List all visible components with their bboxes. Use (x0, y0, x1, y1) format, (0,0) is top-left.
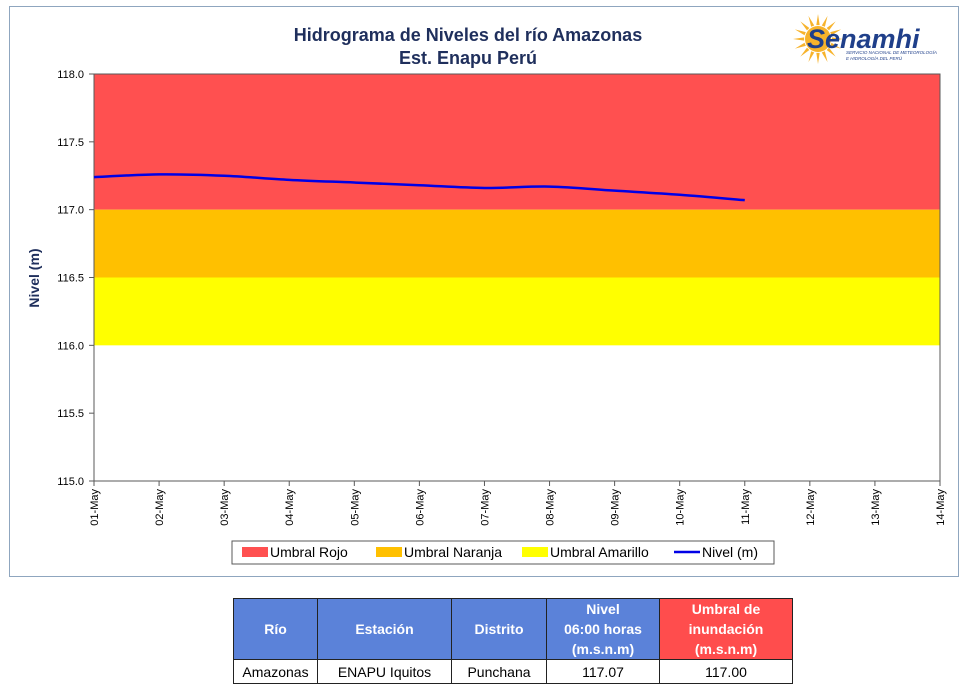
header-nivel: Nivel 06:00 horas (m.s.n.m) (546, 598, 660, 660)
y-tick-label: 115.0 (57, 476, 84, 488)
sun-logo-icon (793, 14, 843, 64)
y-tick-label: 116.0 (57, 340, 84, 352)
x-axis: 01-May 02-May 03-May 04-May 05-May 06-May 07-M… (89, 481, 947, 526)
threshold-bands (94, 74, 940, 346)
logo-subtitle-2: E HIDROLOGÍA DEL PERÚ (846, 55, 903, 61)
chart-svg: Hidrograma de Niveles del río Amazonas E… (26, 14, 947, 565)
cell-rio: Amazonas (233, 659, 318, 684)
header-distrito: Distrito (451, 598, 547, 660)
logo-name: Senamhi (807, 24, 920, 54)
x-tick-label: 09-May (610, 489, 622, 526)
x-tick-label: 08-May (545, 489, 557, 526)
sun-ray (821, 15, 828, 27)
band-1 (94, 209, 940, 278)
chart-frame: Hidrograma de Niveles del río Amazonas E… (9, 6, 959, 577)
legend-swatch (242, 547, 268, 557)
sun-ray (816, 14, 820, 26)
sun-ray (830, 42, 842, 49)
legend-swatch (376, 547, 402, 557)
sun-ray (816, 52, 820, 64)
x-tick-label: 04-May (284, 489, 296, 526)
sun-ray (800, 47, 810, 57)
x-tick-label: 10-May (675, 489, 687, 526)
y-tick-label: 117.0 (57, 205, 84, 217)
sun-ray (830, 29, 842, 36)
sun-ray (808, 15, 815, 27)
x-tick-label: 02-May (154, 489, 166, 526)
y-axis: 115.0 115.5 116.0 116.5 117.0 117.5 118.0 (57, 69, 94, 488)
chart-subtitle: Est. Enapu Perú (399, 48, 537, 68)
table-row: Amazonas ENAPU Iquitos Punchana 117.07 1… (233, 659, 793, 684)
sun-ray (826, 47, 836, 57)
y-tick-label: 118.0 (57, 69, 84, 81)
y-axis-label: Nivel (m) (26, 248, 42, 307)
cell-nivel: 117.07 (546, 659, 660, 684)
senamhi-logo: Senamhi SERVICIO NACIONAL DE METEOROLOGÍ… (793, 14, 937, 64)
sun-ray (793, 37, 805, 41)
series-layer (93, 173, 745, 202)
chart-title: Hidrograma de Niveles del río Amazonas (294, 25, 642, 45)
sun-ray (794, 42, 806, 49)
band-2 (94, 277, 940, 346)
sun-ray (821, 51, 828, 63)
legend-swatch (522, 547, 548, 557)
station-table: Río Estación Distrito Nivel 06:00 horas … (233, 598, 793, 684)
y-tick-label: 116.5 (57, 273, 84, 285)
header-umbral: Umbral de inundación (m.s.n.m) (659, 598, 793, 660)
x-tick-label: 03-May (219, 489, 231, 526)
y-tick-label: 115.5 (57, 408, 84, 420)
sun-ray (800, 21, 810, 31)
cell-distrito: Punchana (451, 659, 547, 684)
table-header-row: Río Estación Distrito Nivel 06:00 horas … (233, 598, 793, 660)
y-tick-label: 117.5 (57, 137, 84, 149)
x-tick-label: 07-May (479, 489, 491, 526)
x-tick-label: 13-May (870, 489, 882, 526)
legend-label: Umbral Naranja (404, 544, 502, 560)
legend-box (231, 540, 775, 565)
x-tick-label: 14-May (935, 489, 947, 526)
legend-label: Nivel (m) (702, 544, 758, 560)
header-rio: Río (233, 598, 318, 660)
legend-label: Umbral Rojo (270, 544, 348, 560)
x-tick-label: 06-May (414, 489, 426, 526)
sun-ray (808, 51, 815, 63)
legend-label: Umbral Amarillo (550, 544, 649, 560)
x-tick-label: 11-May (740, 489, 752, 525)
x-tick-label: 01-May (89, 489, 101, 526)
x-tick-label: 12-May (805, 489, 817, 526)
sun-ray (831, 37, 843, 41)
band-0 (94, 74, 940, 210)
cell-estacion: ENAPU Iquitos (317, 659, 452, 684)
x-tick-label: 05-May (349, 489, 361, 526)
sun-ray (794, 29, 806, 36)
cell-umbral: 117.00 (659, 659, 793, 684)
sun-ray (826, 21, 836, 31)
header-estacion: Estación (317, 598, 452, 660)
legend: Umbral Rojo Umbral Naranja Umbral Amarillo… (231, 540, 775, 565)
logo-subtitle-1: SERVICIO NACIONAL DE METEOROLOGÍA (846, 49, 937, 55)
